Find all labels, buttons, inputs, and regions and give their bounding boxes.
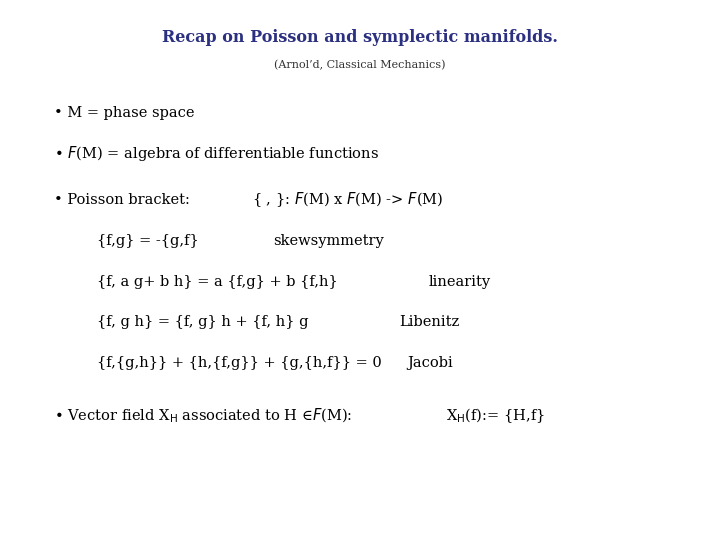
Text: • Vector field X$_{\mathrm{H}}$ associated to H ∈$\mathit{F}$(M):: • Vector field X$_{\mathrm{H}}$ associat… bbox=[54, 407, 352, 425]
Text: linearity: linearity bbox=[428, 275, 490, 289]
Text: Recap on Poisson and symplectic manifolds.: Recap on Poisson and symplectic manifold… bbox=[162, 29, 558, 46]
Text: skewsymmetry: skewsymmetry bbox=[274, 234, 384, 248]
Text: X$_{\mathrm{H}}$(f):= {H,f}: X$_{\mathrm{H}}$(f):= {H,f} bbox=[446, 407, 545, 425]
Text: Jacobi: Jacobi bbox=[407, 356, 453, 370]
Text: {f, a g+ b h} = a {f,g} + b {f,h}: {f, a g+ b h} = a {f,g} + b {f,h} bbox=[97, 275, 338, 289]
Text: { , }: $\mathit{F}$(M) x $\mathit{F}$(M) -> $\mathit{F}$(M): { , }: $\mathit{F}$(M) x $\mathit{F}$(M)… bbox=[252, 191, 444, 209]
Text: • $\mathit{F}$(M) = algebra of differentiable functions: • $\mathit{F}$(M) = algebra of different… bbox=[54, 144, 379, 164]
Text: Libenitz: Libenitz bbox=[400, 315, 460, 329]
Text: • Poisson bracket:: • Poisson bracket: bbox=[54, 193, 190, 207]
Text: {f,{g,h}} + {h,{f,g}} + {g,{h,f}} = 0: {f,{g,h}} + {h,{f,g}} + {g,{h,f}} = 0 bbox=[97, 356, 382, 370]
Text: • M = phase space: • M = phase space bbox=[54, 106, 194, 120]
Text: {f,g} = -{g,f}: {f,g} = -{g,f} bbox=[97, 234, 199, 248]
Text: {f, g h} = {f, g} h + {f, h} g: {f, g h} = {f, g} h + {f, h} g bbox=[97, 315, 309, 329]
Text: (Arnol’d, Classical Mechanics): (Arnol’d, Classical Mechanics) bbox=[274, 59, 446, 70]
